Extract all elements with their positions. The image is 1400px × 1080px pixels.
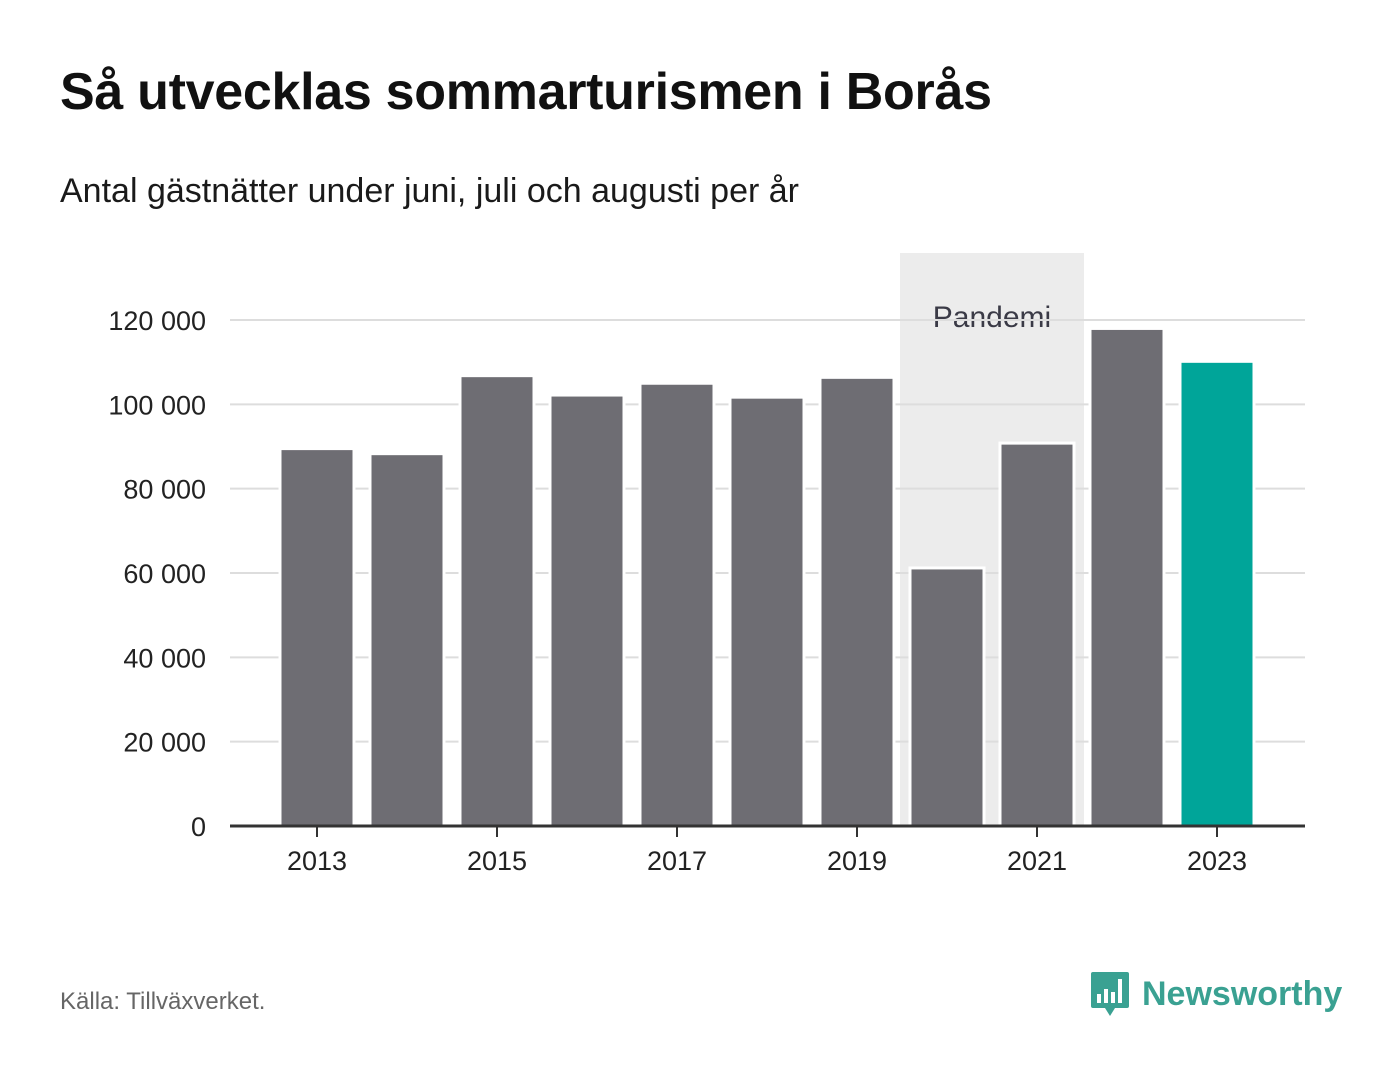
y-tick-label: 80 000 [123, 475, 206, 505]
x-tick-label: 2015 [467, 846, 527, 876]
bar-2022 [1088, 326, 1166, 828]
source-note: Källa: Tillväxverket. [60, 988, 266, 1015]
pandemic-label: Pandemi [933, 301, 1051, 334]
x-tick-label: 2017 [647, 846, 707, 876]
bar-2018 [728, 395, 806, 828]
bar-2014 [368, 452, 446, 828]
bar-2015 [458, 374, 536, 828]
bar-2016 [548, 393, 626, 828]
x-tick-label: 2019 [827, 846, 887, 876]
bar-2017 [638, 381, 716, 828]
y-tick-label: 40 000 [123, 643, 206, 673]
bars [278, 326, 1256, 828]
bar-2021 [998, 441, 1076, 828]
axes: 2013 2015 2017 2019 2021 2023 [230, 824, 1305, 876]
bar-chart: Pandemi 0 20 000 40 000 60 000 80 000 100 000… [108, 253, 1305, 876]
y-tick-label: 100 000 [108, 390, 206, 420]
x-tick-label: 2023 [1187, 846, 1247, 876]
bar-2020 [908, 566, 986, 828]
bar-2019 [818, 375, 896, 828]
y-tick-label: 60 000 [123, 559, 206, 589]
brand-name: Newsworthy [1142, 974, 1343, 1013]
brand-logo: Newsworthy [1090, 970, 1342, 1018]
y-tick-label: 20 000 [123, 728, 206, 758]
chart-subtitle: Antal gästnätter under juni, juli och au… [60, 172, 800, 210]
y-tick-label: 120 000 [108, 306, 206, 336]
bar-chart-speech-bubble-icon [1091, 972, 1129, 1016]
y-tick-label: 0 [191, 812, 206, 842]
chart-title: Så utvecklas sommarturismen i Borås [60, 63, 992, 121]
bar-2013 [278, 447, 356, 828]
x-tick-label: 2013 [287, 846, 347, 876]
bar-2023 [1178, 359, 1256, 828]
x-tick-label: 2021 [1007, 846, 1067, 876]
